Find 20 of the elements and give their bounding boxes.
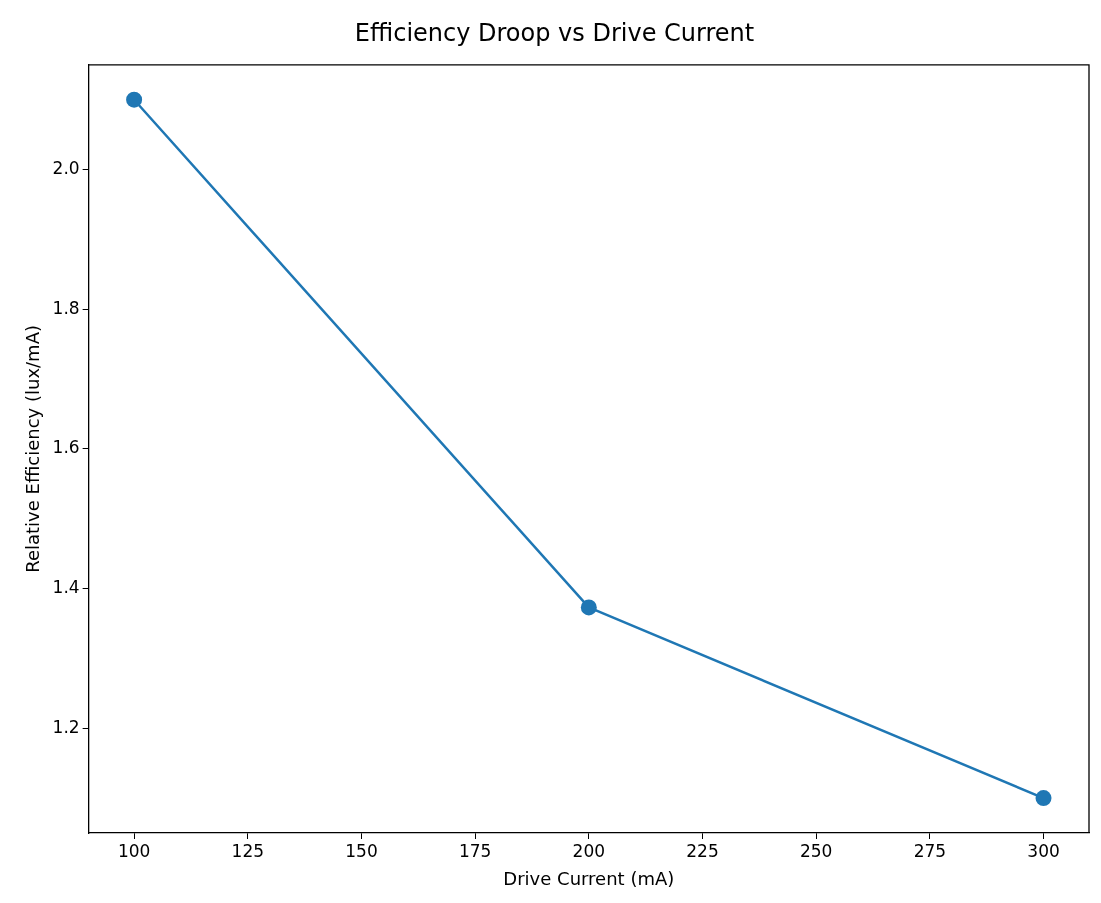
chart-title: Efficiency Droop vs Drive Current [354, 18, 755, 47]
x-tick-label: 150 [345, 840, 378, 861]
x-tick-label: 175 [458, 840, 492, 861]
y-axis-title: Relative Efficiency (lux/mA) [22, 325, 44, 573]
point [580, 599, 597, 616]
x-tick-label: 125 [231, 840, 265, 861]
y-tick-label: 2.0 [52, 157, 80, 178]
x-tick-label: 100 [117, 840, 151, 861]
point [1035, 790, 1052, 807]
x-axis-title: Drive Current (mA) [503, 867, 675, 889]
point [126, 91, 143, 108]
x-tick-label: 275 [913, 840, 947, 861]
y-tick-label: 1.2 [52, 716, 80, 737]
x-tick-label: 250 [799, 840, 833, 861]
x-tick-label: 200 [572, 840, 606, 861]
y-tick-label: 1.6 [52, 437, 80, 458]
y-tick-label: 1.4 [52, 576, 80, 597]
y-tick-label: 1.8 [52, 297, 80, 318]
x-tick-label: 225 [686, 840, 719, 861]
x-tick-label: 300 [1027, 840, 1060, 861]
